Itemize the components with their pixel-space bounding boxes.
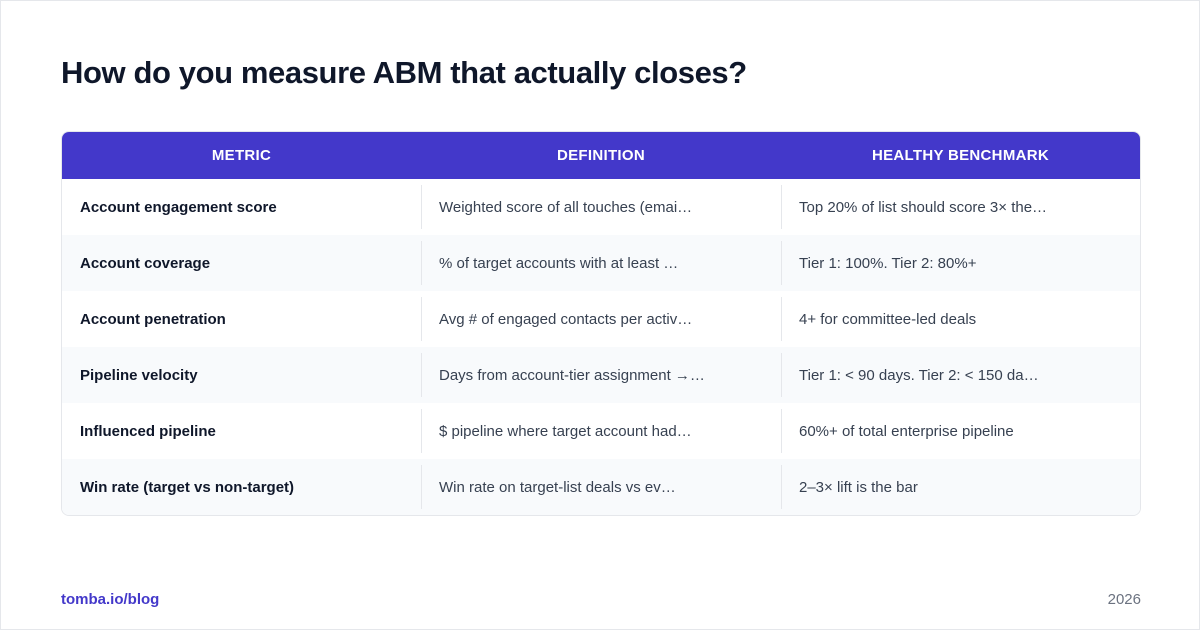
benchmark-cell: Top 20% of list should score 3× the… — [781, 179, 1140, 235]
metric-cell: Account engagement score — [80, 198, 277, 216]
metrics-table: METRIC DEFINITION HEALTHY BENCHMARK Acco… — [61, 131, 1141, 516]
metric-cell: Influenced pipeline — [80, 422, 216, 440]
table-row: Account penetration Avg # of engaged con… — [62, 291, 1140, 347]
metric-cell: Account penetration — [80, 310, 226, 328]
definition-cell: % of target accounts with at least … — [421, 235, 781, 291]
definition-cell: Avg # of engaged contacts per activ… — [421, 291, 781, 347]
benchmark-cell: 2–3× lift is the bar — [781, 459, 1140, 515]
page-title: How do you measure ABM that actually clo… — [61, 55, 747, 90]
column-header-benchmark: HEALTHY BENCHMARK — [871, 147, 1050, 164]
table-row: Account engagement score Weighted score … — [62, 179, 1140, 235]
column-header-metric: METRIC — [211, 147, 272, 164]
metric-cell: Win rate (target vs non-target) — [80, 478, 295, 496]
table-row: Influenced pipeline $ pipeline where tar… — [62, 403, 1140, 459]
table-header: METRIC DEFINITION HEALTHY BENCHMARK — [62, 132, 1140, 179]
metric-cell: Pipeline velocity — [80, 366, 198, 384]
table-row: Account coverage % of target accounts wi… — [62, 235, 1140, 291]
benchmark-cell: 4+ for committee-led deals — [781, 291, 1140, 347]
benchmark-cell: Tier 1: < 90 days. Tier 2: < 150 da… — [781, 347, 1140, 403]
definition-cell: Days from account-tier assignment →… — [421, 347, 781, 403]
benchmark-cell: 60%+ of total enterprise pipeline — [781, 403, 1140, 459]
definition-cell: Win rate on target-list deals vs ev… — [421, 459, 781, 515]
column-header-definition: DEFINITION — [557, 147, 645, 164]
benchmark-cell: Tier 1: 100%. Tier 2: 80%+ — [781, 235, 1140, 291]
footer-year: 2026 — [1107, 591, 1141, 608]
definition-cell: $ pipeline where target account had… — [421, 403, 781, 459]
table-row: Win rate (target vs non-target) Win rate… — [62, 459, 1140, 515]
metric-cell: Account coverage — [80, 254, 211, 272]
table-row: Pipeline velocity Days from account-tier… — [62, 347, 1140, 403]
definition-cell: Weighted score of all touches (emai… — [421, 179, 781, 235]
blog-link[interactable]: tomba.io/blog — [61, 591, 160, 608]
